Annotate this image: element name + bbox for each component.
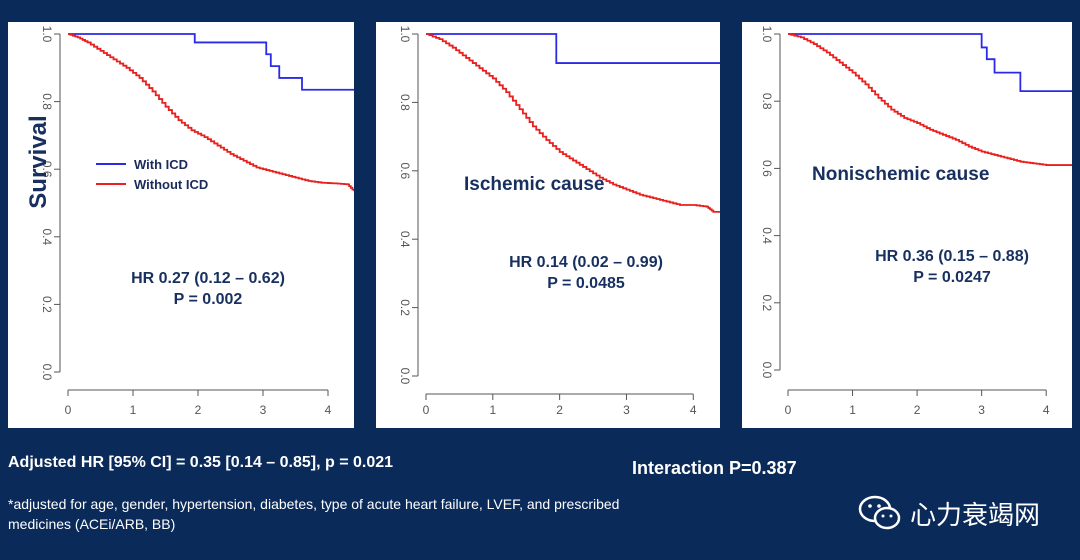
watermark-text: 心力衰竭网 <box>910 499 1041 530</box>
without-icd-curve <box>426 33 720 213</box>
x-tick-label: 0 <box>65 403 72 417</box>
y-tick-label: 1.0 <box>398 26 412 43</box>
adjustment-footnote: *adjusted for age, gender, hypertension,… <box>8 496 620 532</box>
panel-title: Ischemic cause <box>464 174 605 195</box>
y-tick-label: 0.4 <box>40 228 54 245</box>
without-icd-curve <box>788 33 1072 166</box>
panel-title: Nonischemic cause <box>812 164 990 185</box>
hr-annotation: HR 0.36 (0.15 – 0.88) P = 0.0247 <box>875 248 1029 286</box>
y-axis-label: Survival <box>25 115 52 209</box>
x-tick-label: 4 <box>690 403 697 417</box>
km-plot-nonischemic: 0.0 0.2 0.4 0.6 0.8 1.0 0 1 2 3 4 <box>760 26 1072 417</box>
x-tick-label: 2 <box>195 403 202 417</box>
adjusted-hr-text: Adjusted HR [95% CI] = 0.35 [0.14 – 0.85… <box>8 454 394 471</box>
y-tick-label: 0.0 <box>760 362 774 379</box>
km-plot-ischemic: 0.0 0.2 0.4 0.6 0.8 1.0 0 1 2 3 4 <box>398 26 720 417</box>
hr-annotation: HR 0.27 (0.12 – 0.62) P = 0.002 <box>131 270 285 308</box>
x-tick-label: 1 <box>130 403 137 417</box>
km-panel-nonischemic: 0.0 0.2 0.4 0.6 0.8 1.0 0 1 2 3 4 Nonischemic caus… <box>742 22 1072 428</box>
y-tick-label: 0.0 <box>40 364 54 381</box>
x-tick-label: 3 <box>623 403 630 417</box>
y-tick-label: 0.6 <box>760 160 774 177</box>
with-icd-curve <box>788 33 1072 93</box>
legend-entry-without-icd: Without ICD <box>96 174 208 194</box>
x-tick-label: 4 <box>325 403 332 417</box>
without-icd-curve <box>68 33 354 192</box>
x-tick-label: 3 <box>978 403 985 417</box>
km-plot-overall: 0.0 0.2 0.4 0.6 0.8 1.0 0 1 2 3 4 <box>40 26 354 417</box>
y-tick-label: 0.8 <box>40 93 54 110</box>
y-tick-label: 0.8 <box>398 94 412 111</box>
y-tick-label: 0.6 <box>398 162 412 179</box>
y-tick-label: 0.6 <box>40 161 54 178</box>
x-tick-label: 4 <box>1043 403 1050 417</box>
y-tick-label: 1.0 <box>760 26 774 43</box>
y-tick-label: 0.2 <box>760 294 774 311</box>
x-tick-label: 0 <box>423 403 430 417</box>
x-tick-label: 1 <box>489 403 496 417</box>
y-tick-label: 0.0 <box>398 368 412 385</box>
with-icd-curve <box>68 33 354 91</box>
legend-entry-with-icd: With ICD <box>96 154 208 174</box>
y-tick-label: 0.2 <box>398 299 412 316</box>
km-panel-ischemic: 0.0 0.2 0.4 0.6 0.8 1.0 0 1 2 3 4 Ischemic cause H… <box>376 22 720 428</box>
y-tick-label: 0.2 <box>40 296 54 313</box>
km-panel-overall: 0.0 0.2 0.4 0.6 0.8 1.0 0 1 2 3 4 With ICD Without… <box>8 22 354 428</box>
hr-annotation: HR 0.14 (0.02 – 0.99) P = 0.0485 <box>509 254 663 292</box>
x-tick-label: 2 <box>914 403 921 417</box>
y-tick-label: 1.0 <box>40 26 54 43</box>
x-tick-label: 0 <box>785 403 792 417</box>
wechat-icon <box>858 495 901 530</box>
watermark: 心力衰竭网 <box>858 494 1040 532</box>
interaction-p-text: Interaction P=0.387 <box>632 458 797 478</box>
x-tick-label: 1 <box>849 403 856 417</box>
x-tick-label: 3 <box>260 403 267 417</box>
x-tick-label: 2 <box>556 403 563 417</box>
y-tick-label: 0.4 <box>398 231 412 248</box>
legend: With ICD Without ICD <box>96 154 208 194</box>
y-tick-label: 0.8 <box>760 93 774 110</box>
y-tick-label: 0.4 <box>760 227 774 244</box>
with-icd-curve <box>426 33 720 64</box>
